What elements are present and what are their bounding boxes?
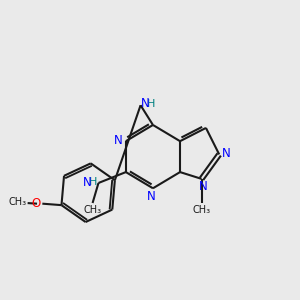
- Text: N: N: [222, 147, 231, 160]
- Text: N: N: [199, 180, 207, 193]
- Text: H: H: [147, 99, 155, 109]
- Text: CH₃: CH₃: [83, 206, 102, 215]
- Text: N: N: [141, 97, 150, 110]
- Text: N: N: [114, 134, 123, 147]
- Text: N: N: [147, 190, 156, 203]
- Text: H: H: [88, 177, 97, 188]
- Text: CH₃: CH₃: [193, 206, 211, 215]
- Text: CH₃: CH₃: [8, 197, 26, 208]
- Text: N: N: [83, 176, 92, 189]
- Text: O: O: [32, 196, 41, 210]
